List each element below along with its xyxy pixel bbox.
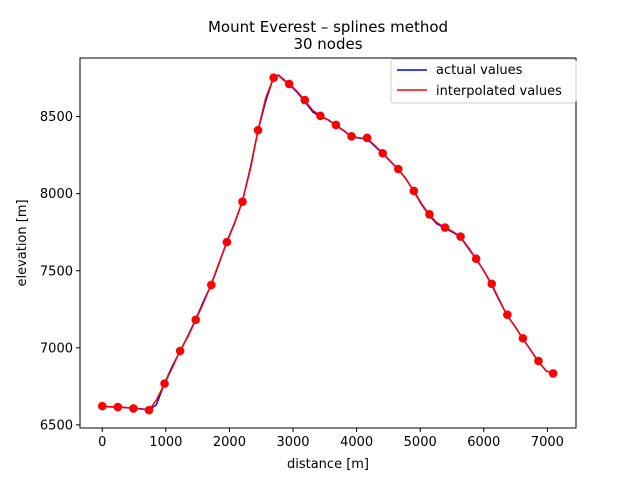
node-point	[331, 120, 341, 130]
node-point	[144, 405, 154, 415]
x-tick-label: 6000	[467, 435, 500, 450]
plot-nodes	[97, 73, 558, 415]
node-point	[409, 186, 419, 196]
x-axis: 0 1000 2000 3000 4000 5000 6000 7000	[98, 428, 564, 450]
node-point	[316, 111, 325, 121]
node-point	[238, 197, 247, 206]
y-tick-label: 7500	[40, 264, 73, 279]
node-point	[175, 346, 185, 356]
node-point	[129, 404, 138, 413]
x-tick-label: 3000	[276, 435, 309, 450]
legend-entry-actual: actual values	[436, 63, 523, 78]
y-tick-label: 7000	[40, 341, 73, 356]
x-tick-label: 7000	[531, 435, 564, 450]
node-point	[300, 95, 310, 105]
node-point	[425, 210, 434, 219]
x-tick-label: 4000	[340, 435, 373, 450]
node-point	[347, 132, 356, 141]
legend-box	[390, 58, 577, 104]
y-tick-label: 8500	[40, 110, 73, 125]
node-point	[97, 401, 107, 411]
y-tick-label: 6500	[40, 418, 73, 433]
legend: actual values interpolated values	[390, 58, 577, 104]
x-tick-label: 1000	[149, 435, 182, 450]
node-point	[440, 223, 450, 232]
x-tick-label: 5000	[404, 435, 437, 450]
legend-entry-interpolated: interpolated values	[436, 84, 562, 99]
node-point	[503, 310, 512, 319]
node-point	[378, 148, 387, 158]
node-point	[487, 279, 497, 289]
node-point	[191, 315, 201, 325]
chart-title: Mount Everest – splines method	[208, 18, 448, 36]
node-point	[534, 356, 543, 366]
chart-subtitle: 30 nodes	[293, 35, 362, 53]
node-point	[113, 402, 123, 412]
node-point	[393, 164, 403, 174]
node-point	[518, 333, 528, 343]
node-point	[456, 232, 465, 241]
y-axis: 6500 7000 7500 8000 8500	[40, 110, 80, 433]
x-axis-label: distance [m]	[287, 457, 369, 472]
node-point	[284, 79, 294, 89]
node-point	[160, 379, 169, 388]
node-point	[207, 280, 216, 290]
node-point	[362, 133, 372, 143]
node-point	[269, 73, 278, 83]
y-axis-label: elevation [m]	[15, 199, 30, 286]
node-point	[471, 254, 481, 264]
node-point	[222, 237, 232, 247]
x-tick-label: 0	[98, 435, 106, 450]
x-tick-label: 2000	[213, 435, 246, 450]
node-point	[548, 369, 558, 378]
y-tick-label: 8000	[40, 187, 73, 202]
node-point	[253, 125, 263, 135]
plot-frame	[79, 57, 577, 429]
